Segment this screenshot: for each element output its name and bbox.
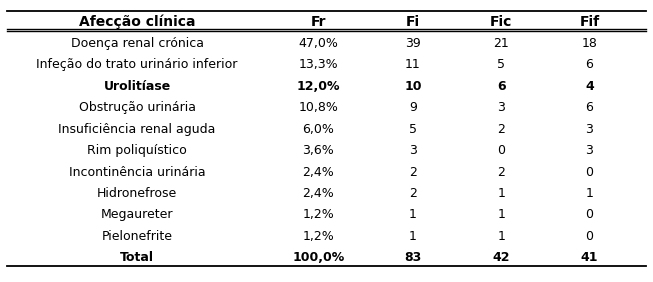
Text: 0: 0 xyxy=(585,166,594,179)
Text: Fic: Fic xyxy=(490,15,513,29)
Text: 2,4%: 2,4% xyxy=(302,166,334,179)
Text: 100,0%: 100,0% xyxy=(292,251,345,264)
Text: 2: 2 xyxy=(409,166,417,179)
Text: 5: 5 xyxy=(497,58,505,71)
Text: 42: 42 xyxy=(492,251,510,264)
Text: Doença renal crónica: Doença renal crónica xyxy=(71,37,204,50)
Text: 3: 3 xyxy=(497,101,505,114)
Text: 2,4%: 2,4% xyxy=(302,187,334,200)
Text: 1,2%: 1,2% xyxy=(302,208,334,221)
Text: Fif: Fif xyxy=(579,15,599,29)
Text: 5: 5 xyxy=(409,123,417,136)
Text: Obstrução urinária: Obstrução urinária xyxy=(78,101,196,114)
Text: 0: 0 xyxy=(497,144,505,157)
Text: Pielonefrite: Pielonefrite xyxy=(102,230,172,243)
Text: 1: 1 xyxy=(585,187,594,200)
Text: 1,2%: 1,2% xyxy=(302,230,334,243)
Text: 18: 18 xyxy=(581,37,597,50)
Text: Insuficiência renal aguda: Insuficiência renal aguda xyxy=(58,123,216,136)
Text: Afecção clínica: Afecção clínica xyxy=(79,15,195,29)
Text: 0: 0 xyxy=(585,230,594,243)
Text: 3,6%: 3,6% xyxy=(302,144,334,157)
Text: 41: 41 xyxy=(581,251,598,264)
Text: Incontinência urinária: Incontinência urinária xyxy=(69,166,206,179)
Text: 2: 2 xyxy=(497,123,505,136)
Text: Rim poliquístico: Rim poliquístico xyxy=(88,144,187,157)
Text: 1: 1 xyxy=(497,230,505,243)
Text: 0: 0 xyxy=(585,208,594,221)
Text: 6: 6 xyxy=(585,58,594,71)
Text: 83: 83 xyxy=(404,251,422,264)
Text: 4: 4 xyxy=(585,80,594,93)
Text: Hidronefrose: Hidronefrose xyxy=(97,187,177,200)
Text: Total: Total xyxy=(120,251,154,264)
Text: 1: 1 xyxy=(497,208,505,221)
Text: 2: 2 xyxy=(409,187,417,200)
Text: Fr: Fr xyxy=(311,15,326,29)
Text: Urolitíase: Urolitíase xyxy=(104,80,170,93)
Text: 47,0%: 47,0% xyxy=(298,37,338,50)
Text: 10: 10 xyxy=(404,80,422,93)
Text: 3: 3 xyxy=(585,144,594,157)
Text: 1: 1 xyxy=(497,187,505,200)
Text: 2: 2 xyxy=(497,166,505,179)
Text: 39: 39 xyxy=(405,37,421,50)
Text: 11: 11 xyxy=(405,58,421,71)
Text: 3: 3 xyxy=(585,123,594,136)
Text: 6,0%: 6,0% xyxy=(302,123,334,136)
Text: Fi: Fi xyxy=(406,15,420,29)
Text: 1: 1 xyxy=(409,208,417,221)
Text: 6: 6 xyxy=(585,101,594,114)
Text: 21: 21 xyxy=(493,37,509,50)
Text: 1: 1 xyxy=(409,230,417,243)
Text: Megaureter: Megaureter xyxy=(101,208,174,221)
Text: Infeção do trato urinário inferior: Infeção do trato urinário inferior xyxy=(37,58,238,71)
Text: 3: 3 xyxy=(409,144,417,157)
Text: 13,3%: 13,3% xyxy=(298,58,338,71)
Text: 9: 9 xyxy=(409,101,417,114)
Text: 6: 6 xyxy=(497,80,505,93)
Text: 10,8%: 10,8% xyxy=(298,101,338,114)
Text: 12,0%: 12,0% xyxy=(296,80,340,93)
